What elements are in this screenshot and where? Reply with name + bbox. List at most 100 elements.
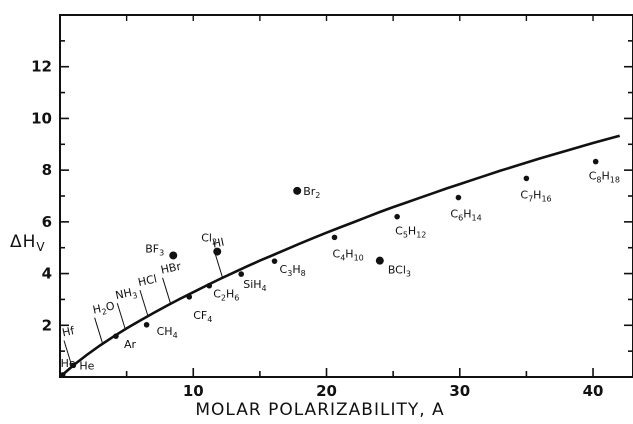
data-point-label-sub: 4 [262,284,267,293]
annotation-label: HBr [160,260,183,277]
data-point-label: C4H10 [333,247,364,262]
data-point-label-sub: 2 [212,238,217,247]
data-point-label-sub: 4 [207,315,212,324]
annotation-label: Hf [61,324,77,339]
data-point-label-text2: H [601,170,609,183]
annotation-label-text: H [92,302,103,316]
data-point-label-sub: 3 [159,248,164,257]
data-point [293,186,302,195]
data-point [186,294,193,300]
data-point-label-text: CF [193,309,207,322]
annotation-label: HI [211,236,225,251]
data-point-label-text: CH [157,325,173,338]
data-point-label-text: BF [145,242,159,255]
data-point-label-text2: H [292,263,300,276]
data-point-label-sub: 2 [221,294,226,303]
data-point [455,194,462,201]
data-point-label-text: BCl [388,264,406,277]
annotation-label-text: HCl [137,272,158,289]
data-point-label: C8H18 [589,170,620,185]
data-point [394,213,400,220]
y-tick-label: 4 [42,265,52,283]
data-point [523,175,530,182]
x-tick-label: 20 [316,382,337,400]
data-point [331,234,338,241]
data-point-label-sub2: 10 [354,253,364,262]
data-point-label-sub2: 18 [610,176,620,185]
data-point-label-text: C [395,225,403,238]
x-axis: 10 20 30 40 [125,368,604,400]
x-tick-label: 40 [583,382,604,400]
data-point-label-text2: H [533,188,541,201]
data-point-label-text2: H [226,288,234,301]
y-axis-title-main: ΔH [10,232,36,252]
annotation-leader [214,251,224,278]
x-tick-label: 30 [449,382,470,400]
annotation-label: H2O [92,299,117,318]
data-point-label-text: Br [303,185,316,198]
annotation-label-sub: 3 [132,291,139,301]
data-point-label-text: Cl [201,232,212,245]
data-point-label: C6H14 [450,208,481,223]
data-point-label: BCl3 [388,264,411,279]
data-point-label-sub: 2 [315,191,320,200]
annotation-leader [116,303,126,330]
data-point-label: SiH4 [243,278,266,293]
data-point-label-text2: H [345,247,353,260]
data-point-label: BF3 [145,242,164,257]
data-point-label: Cl2 [201,232,217,247]
data-point-label-text: C [520,188,528,201]
annotation-label-text: Hf [61,324,77,339]
data-point-label-text: C [280,263,288,276]
data-point-label-text2: H [408,225,416,238]
data-point [592,158,599,165]
data-point [271,258,278,264]
right-axis-ticks [624,40,633,352]
data-point-label: C2H6 [213,288,239,303]
data-point-label-sub2: 14 [471,214,481,223]
data-point-label-sub: 3 [287,269,292,278]
data-point-label-text2: H [463,208,471,221]
y-tick-label: 8 [42,161,52,179]
data-point-label-text: C [450,208,458,221]
x-tick-label: 10 [183,382,204,400]
data-point [238,271,245,277]
data-point [213,247,222,256]
data-point-label-text: C [213,288,221,301]
data-point [143,321,150,328]
annotation-leader [63,340,73,367]
x-axis-title: MOLAR POLARIZABILITY, A [195,400,444,420]
data-point-label: CH4 [157,325,178,340]
data-point-label-sub2: 6 [234,294,239,303]
data-point-label-sub2: 12 [416,231,426,240]
data-point-label-text: Ar [124,338,137,351]
data-point-label-sub: 4 [173,331,178,340]
data-point-label-sub: 6 [458,214,463,223]
data-point-label-sub: 5 [403,231,408,240]
data-point-label-sub: 8 [596,176,601,185]
top-axis-ticks [125,15,594,21]
data-point-label-text: C [333,247,341,260]
data-point [113,333,119,339]
data-point-label-text: SiH [243,278,261,291]
data-point [59,372,66,378]
data-point [169,251,178,260]
data-points: He HeArCH4CF4C2H6SiH4C3H8C4H10C5H12C6H14C… [59,158,620,378]
data-point-label: C3H8 [280,263,306,278]
annotation-leader [162,277,172,304]
y-axis-title: ΔHV [10,232,46,254]
data-point-label-sub: 3 [406,270,411,279]
annotation-label-text2: O [105,299,117,314]
data-point-label-sub2: 16 [541,194,551,203]
data-point-label: Br2 [303,185,320,200]
data-point-label: CF4 [193,309,212,324]
data-point-label-sub2: 8 [301,269,306,278]
annotation-label-text: HI [211,236,225,251]
y-tick-label: 2 [42,316,52,334]
annotation-label-text: HBr [160,260,183,277]
annotation-label-sub: 2 [101,307,108,317]
data-point [206,282,213,289]
annotation-leader [94,317,104,344]
